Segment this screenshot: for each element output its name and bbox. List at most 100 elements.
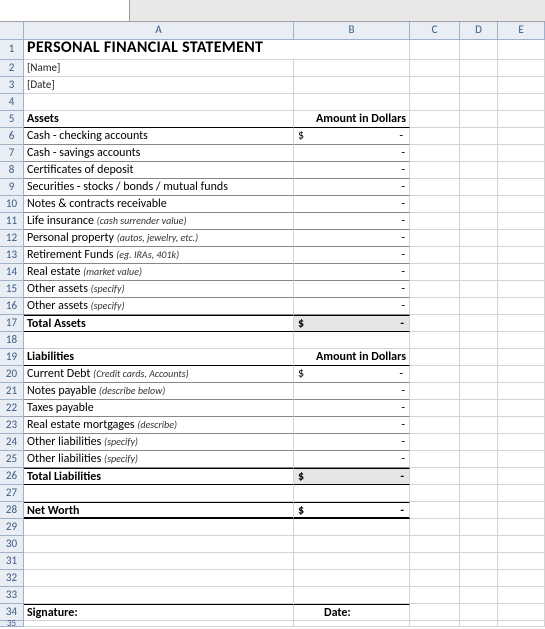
cell[interactable] xyxy=(410,40,460,60)
cell[interactable] xyxy=(460,570,498,587)
net-worth-label[interactable]: Net Worth xyxy=(24,502,294,519)
row-head[interactable]: 8 xyxy=(0,162,24,179)
row-head[interactable]: 12 xyxy=(0,230,24,247)
cell[interactable] xyxy=(410,485,460,502)
cell[interactable] xyxy=(460,553,498,570)
row-head[interactable]: 19 xyxy=(0,349,24,366)
row-head[interactable]: 22 xyxy=(0,400,24,417)
date-field[interactable]: [Date] xyxy=(24,77,294,94)
cell[interactable] xyxy=(460,315,498,332)
cell[interactable] xyxy=(498,502,545,519)
cell[interactable] xyxy=(498,366,545,383)
cell[interactable] xyxy=(460,434,498,451)
cell[interactable] xyxy=(294,587,410,604)
asset-value[interactable]: - xyxy=(294,298,410,315)
liability-label[interactable]: Notes payable (describe below) xyxy=(24,383,294,400)
liability-value[interactable]: - xyxy=(294,417,410,434)
cell[interactable] xyxy=(498,604,545,621)
cell[interactable] xyxy=(460,536,498,553)
cell[interactable] xyxy=(410,587,460,604)
row-head[interactable]: 25 xyxy=(0,451,24,468)
col-head-c[interactable]: C xyxy=(410,22,460,40)
cell[interactable] xyxy=(498,587,545,604)
total-assets-label[interactable]: Total Assets xyxy=(24,315,294,332)
row-head[interactable]: 15 xyxy=(0,281,24,298)
row-head[interactable]: 27 xyxy=(0,485,24,502)
cell[interactable] xyxy=(410,332,460,349)
cell[interactable] xyxy=(460,94,498,111)
cell[interactable] xyxy=(410,519,460,536)
row-head[interactable]: 5 xyxy=(0,111,24,128)
cell[interactable] xyxy=(460,247,498,264)
cell[interactable] xyxy=(294,536,410,553)
total-liabilities-value[interactable]: $- xyxy=(294,468,410,485)
cell[interactable] xyxy=(410,247,460,264)
liabilities-header[interactable]: Liabilities xyxy=(24,349,294,366)
liability-label[interactable]: Other liabilities (specify) xyxy=(24,451,294,468)
liability-value[interactable]: $- xyxy=(294,366,410,383)
asset-label[interactable]: Life insurance (cash surrender value) xyxy=(24,213,294,230)
total-liabilities-label[interactable]: Total Liabilities xyxy=(24,468,294,485)
cell[interactable] xyxy=(460,230,498,247)
cell[interactable] xyxy=(498,451,545,468)
cell[interactable] xyxy=(498,536,545,553)
row-head[interactable]: 21 xyxy=(0,383,24,400)
asset-label[interactable]: Certificates of deposit xyxy=(24,162,294,179)
row-head[interactable]: 6 xyxy=(0,128,24,145)
row-head[interactable]: 29 xyxy=(0,519,24,536)
cell[interactable] xyxy=(410,604,460,621)
row-head[interactable]: 9 xyxy=(0,179,24,196)
cell[interactable] xyxy=(460,587,498,604)
asset-value[interactable]: - xyxy=(294,179,410,196)
asset-value[interactable]: - xyxy=(294,230,410,247)
cell[interactable] xyxy=(460,298,498,315)
total-assets-value[interactable]: $- xyxy=(294,315,410,332)
liability-label[interactable]: Real estate mortgages (describe) xyxy=(24,417,294,434)
liability-value[interactable]: - xyxy=(294,434,410,451)
row-head[interactable]: 14 xyxy=(0,264,24,281)
cell[interactable] xyxy=(460,60,498,77)
cell[interactable] xyxy=(460,77,498,94)
cell[interactable] xyxy=(498,40,545,60)
row-head[interactable]: 17 xyxy=(0,315,24,332)
liability-label[interactable]: Other liabilities (specify) xyxy=(24,434,294,451)
cell[interactable] xyxy=(294,77,410,94)
cell[interactable] xyxy=(460,40,498,60)
cell[interactable] xyxy=(410,94,460,111)
row-head[interactable]: 33 xyxy=(0,587,24,604)
cell[interactable] xyxy=(460,502,498,519)
cell[interactable] xyxy=(498,264,545,281)
liability-value[interactable]: - xyxy=(294,451,410,468)
row-head[interactable]: 35 xyxy=(0,621,24,627)
cell[interactable] xyxy=(460,213,498,230)
row-head[interactable]: 31 xyxy=(0,553,24,570)
cell[interactable] xyxy=(460,196,498,213)
cell[interactable] xyxy=(460,332,498,349)
assets-header[interactable]: Assets xyxy=(24,111,294,128)
row-head[interactable]: 23 xyxy=(0,417,24,434)
cell[interactable] xyxy=(410,213,460,230)
cell[interactable] xyxy=(410,60,460,77)
asset-value[interactable]: - xyxy=(294,264,410,281)
cell[interactable] xyxy=(460,621,498,627)
row-head[interactable]: 10 xyxy=(0,196,24,213)
cell[interactable] xyxy=(498,468,545,485)
row-head[interactable]: 7 xyxy=(0,145,24,162)
cell[interactable] xyxy=(498,400,545,417)
asset-value[interactable]: $- xyxy=(294,128,410,145)
cell[interactable] xyxy=(410,570,460,587)
cell[interactable] xyxy=(410,230,460,247)
cell[interactable] xyxy=(498,570,545,587)
cell[interactable] xyxy=(460,179,498,196)
cell[interactable] xyxy=(498,128,545,145)
row-head[interactable]: 32 xyxy=(0,570,24,587)
cell[interactable] xyxy=(24,536,294,553)
cell[interactable] xyxy=(410,621,460,627)
cell[interactable] xyxy=(294,519,410,536)
cell[interactable] xyxy=(498,60,545,77)
cell[interactable] xyxy=(410,111,460,128)
cell[interactable] xyxy=(410,417,460,434)
cell[interactable] xyxy=(410,366,460,383)
cell[interactable] xyxy=(410,451,460,468)
cell[interactable] xyxy=(498,298,545,315)
